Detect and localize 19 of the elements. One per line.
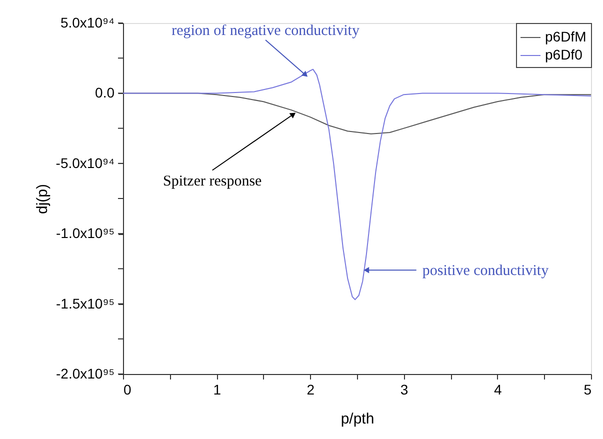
annotation: region of negative conductivity [172,22,360,39]
annotation: positive conductivity [422,263,550,280]
y-tick-label: -1.0x10⁹⁵ [56,225,114,242]
x-tick-label: 4 [494,382,502,398]
x-tick-label: 1 [213,382,222,398]
y-axis-title: dj(p) [34,184,51,214]
y-tick-label: -5.0x10⁹⁴ [56,154,114,171]
x-tick-label: 3 [400,382,408,398]
y-tick-label: 0.0 [95,84,115,101]
y-tick-label: -2.0x10⁹⁵ [56,366,114,382]
x-tick-label: 2 [306,382,315,398]
y-tick-label: -1.5x10⁹⁵ [56,295,114,312]
legend-label: p6DfM [545,28,586,44]
x-tick-label: 0 [124,382,132,398]
x-tick-label: 5 [584,382,592,398]
y-tick-label: 5.0x10⁹⁴ [60,14,114,30]
legend-label: p6Df0 [545,46,583,62]
x-axis-title: p/pth [340,410,374,428]
annotation: Spitzer response [162,173,262,190]
